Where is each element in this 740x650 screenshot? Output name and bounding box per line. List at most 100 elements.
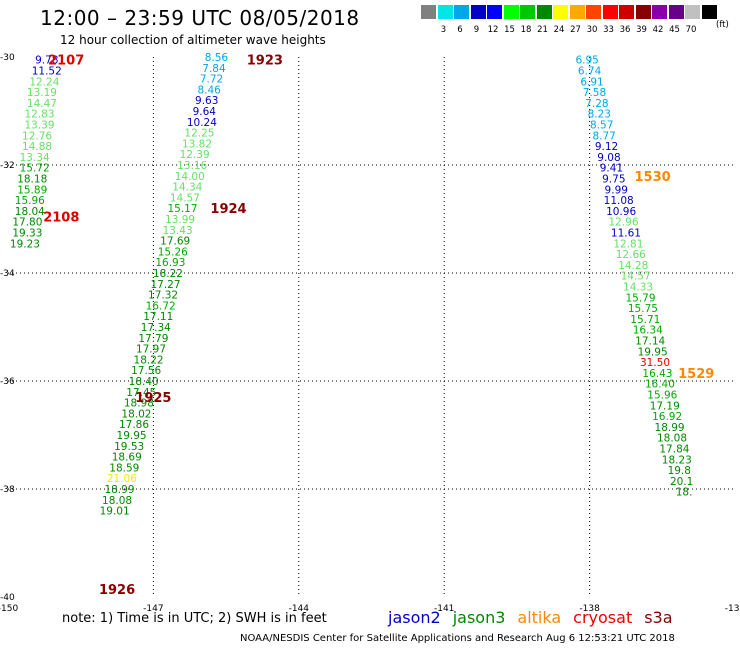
wave-height-value: 15.17 (167, 203, 197, 215)
legend-units: (ft) (716, 20, 729, 30)
wave-height-value: 7.28 (585, 98, 608, 110)
legend-label: 39 (636, 25, 647, 35)
wave-height-value: 18.99 (655, 422, 685, 434)
legend-swatch (437, 5, 453, 19)
wave-height-value: 17.69 (160, 236, 190, 248)
pass-time-label: 1924 (210, 202, 246, 217)
mission-altika: altika (517, 608, 562, 627)
wave-height-value: 16.92 (652, 411, 682, 423)
wave-height-value: 7.72 (200, 74, 223, 86)
pass-time-label: 1923 (247, 54, 283, 69)
wave-height-value: 19.23 (10, 238, 40, 250)
wave-height-value: 18.22 (153, 268, 183, 280)
legend-swatch (536, 5, 552, 19)
wave-height-value: 19.8 (668, 465, 691, 477)
y-tick-label: -34 (0, 269, 15, 279)
wave-height-value: 10.96 (606, 206, 636, 218)
wave-height-value: 17.11 (143, 311, 173, 323)
legend-label: 12 (487, 25, 499, 35)
legend-swatch (619, 5, 634, 19)
wave-height-value: 13.43 (163, 225, 193, 237)
x-tick-label: -150 (0, 604, 18, 614)
wave-height-value: 17.34 (141, 322, 171, 334)
pass-time-label: 2108 (43, 210, 79, 225)
wave-height-value: 8.23 (588, 109, 611, 121)
wave-height-value: 16.93 (155, 257, 185, 269)
legend-label: 30 (586, 25, 598, 35)
wave-height-value: 14.00 (175, 171, 205, 183)
wave-height-value: 13.82 (182, 138, 212, 150)
y-tick-label: -36 (0, 377, 15, 387)
credit-line: NOAA/NESDIS Center for Satellite Applica… (240, 633, 675, 644)
pass-time-label: 1925 (135, 391, 171, 406)
legend-swatch (454, 5, 469, 19)
wave-height-value: 17.27 (150, 279, 180, 291)
chart-title: 12:00 – 23:59 UTC 08/05/2018 (40, 6, 360, 30)
wave-height-value: 12.96 (608, 217, 638, 229)
wave-height-value: 15.96 (647, 390, 677, 402)
wave-height-value: 9.78 (35, 55, 58, 67)
legend-label: 18 (520, 25, 532, 35)
legend-label: 42 (652, 25, 664, 35)
legend-swatch (685, 5, 700, 19)
wave-height-value: 9.99 (605, 184, 628, 196)
wave-height-value: 14.28 (618, 260, 648, 272)
wave-height-value: 18.18 (17, 174, 47, 186)
y-tick-label: -32 (0, 161, 15, 171)
wave-height-value: 11.52 (32, 66, 62, 78)
wave-height-value: 15.96 (15, 195, 45, 207)
legend-label: 9 (473, 25, 480, 35)
wave-height-value: 6.74 (578, 66, 602, 78)
wave-height-value: 9.12 (595, 141, 618, 153)
wave-height-value: 9.63 (195, 95, 218, 107)
wave-height-value: 16.40 (645, 379, 675, 391)
wave-height-value: 16.43 (642, 368, 672, 380)
footer-note: note: 1) Time is in UTC; 2) SWH is in fe… (62, 611, 327, 626)
wave-height-value: 17.79 (138, 333, 168, 345)
x-tick-label: -147 (143, 604, 163, 614)
pass-time-label: 1926 (99, 583, 135, 598)
wave-height-value: 18.23 (662, 454, 692, 466)
wave-height-value: 15.89 (17, 184, 47, 196)
wave-height-value: 17.56 (131, 365, 161, 377)
legend-swatch (586, 5, 601, 19)
legend-label: 45 (669, 25, 680, 35)
wave-height-value: 18.04 (15, 206, 45, 218)
wave-height-value: 12.81 (613, 238, 643, 250)
wave-height-value: 15.72 (20, 163, 50, 175)
legend-swatch (635, 5, 651, 19)
mission-jason3: jason3 (452, 608, 506, 627)
wave-height-value: 14.88 (22, 141, 52, 153)
wave-height-value: 18.08 (657, 433, 687, 445)
y-tick-label: -30 (0, 53, 15, 63)
wave-height-value: 13.16 (177, 160, 207, 172)
x-tick-label: -138 (579, 604, 600, 614)
wave-height-value: 18.40 (129, 376, 159, 388)
legend-label: 6 (457, 25, 463, 35)
legend-swatch (520, 5, 535, 19)
wave-height-value: 18. (676, 487, 693, 499)
wave-height-value: 17.84 (659, 444, 689, 456)
legend-label: 70 (685, 25, 697, 35)
wave-height-value: 15.71 (630, 314, 660, 326)
wave-height-value: 14.47 (27, 98, 57, 110)
wave-height-value: 18.69 (112, 452, 142, 464)
pass-time-label: 1529 (678, 367, 714, 382)
x-tick-label: -141 (434, 604, 454, 614)
legend-swatch (602, 5, 618, 19)
wave-height-value: 13.34 (20, 152, 50, 164)
legend-label: 15 (504, 25, 515, 35)
wave-height-value: 13.39 (24, 120, 54, 132)
legend-swatch (487, 5, 502, 19)
wave-height-value: 12.83 (24, 109, 54, 121)
wave-height-value: 7.58 (583, 87, 606, 99)
wave-height-value: 6.95 (575, 55, 598, 67)
wave-height-value: 17.19 (650, 400, 680, 412)
legend-label: 21 (537, 25, 548, 35)
legend-swatch (503, 5, 519, 19)
legend-swatch (652, 5, 667, 19)
wave-height-value: 17.45 (126, 387, 156, 399)
wave-height-value: 13.99 (165, 214, 195, 226)
wave-height-value: 19.95 (638, 346, 668, 358)
